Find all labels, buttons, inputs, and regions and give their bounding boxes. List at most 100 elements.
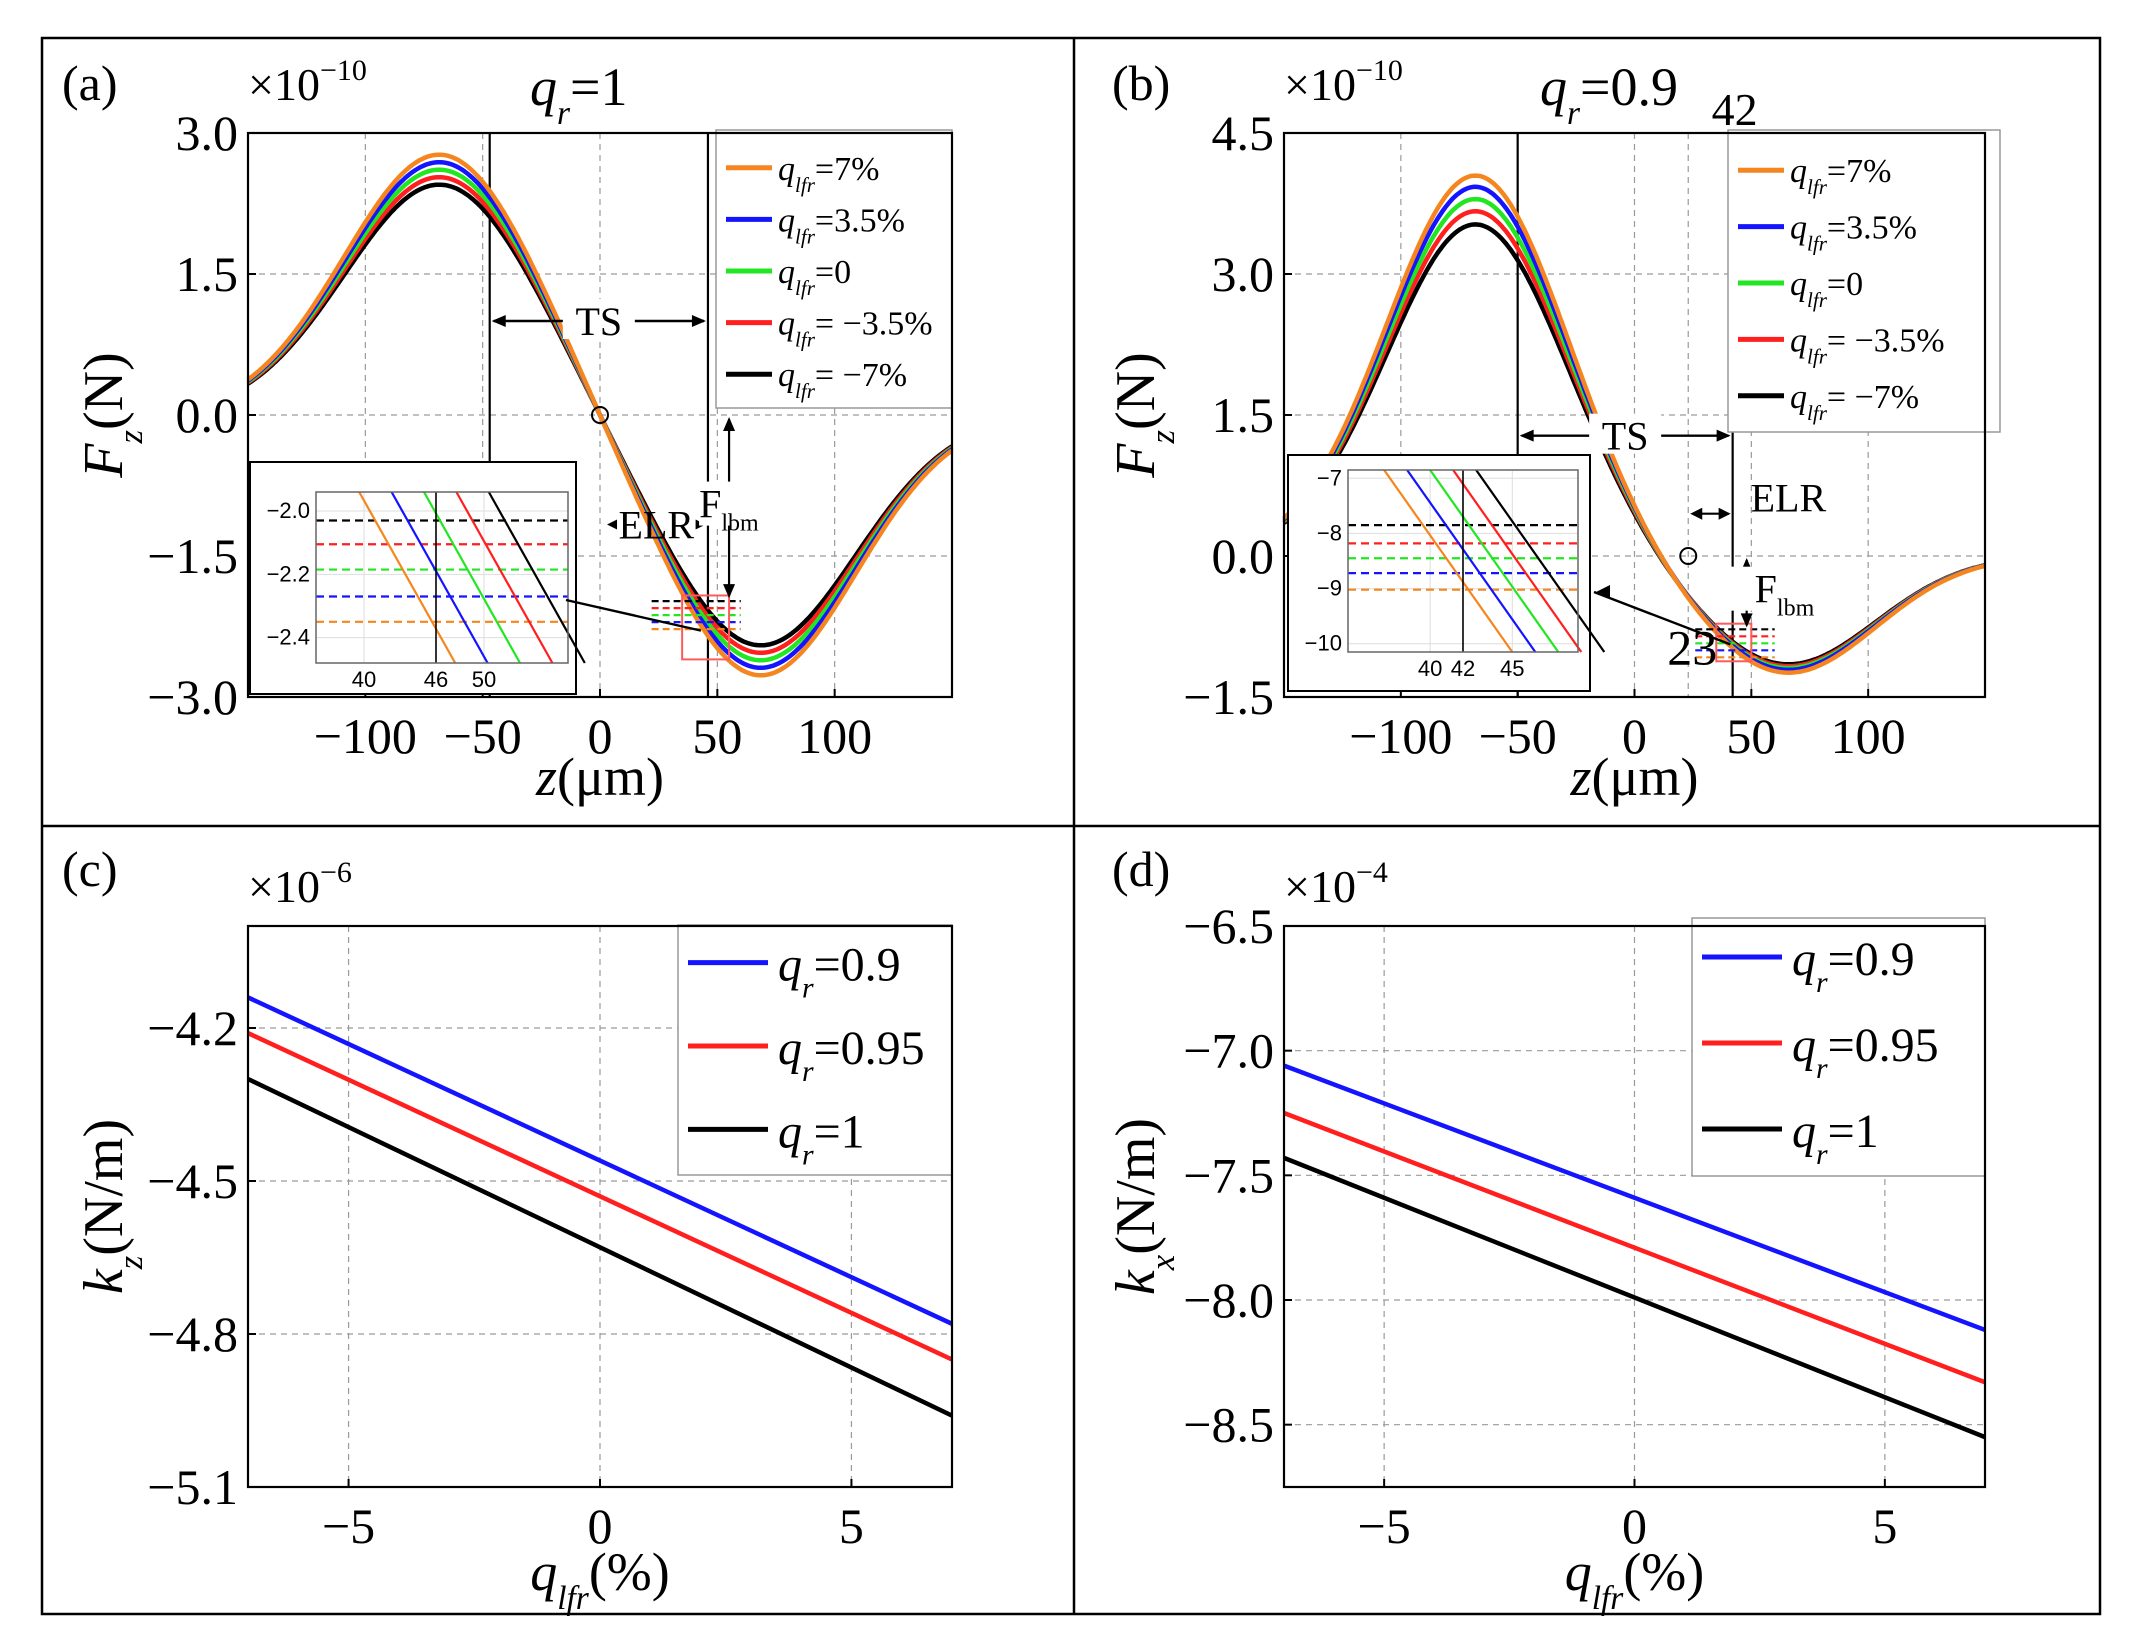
x-tick-label: −5: [322, 1498, 375, 1554]
x-tick-label: −50: [1479, 708, 1557, 764]
y-axis-label: Fz(N): [1105, 352, 1182, 478]
inset-y-tick-label: −9: [1317, 576, 1342, 601]
exponent-label: ×10−6: [248, 856, 352, 912]
plot-frame: [1282, 131, 1987, 699]
y-axis-label: kx(N/m): [1105, 1118, 1182, 1295]
equilibrium-marker: [1679, 547, 1698, 565]
ticks: −100 −50 0 50 100 4.5 3.0 1.5 0.0 −1.5: [1183, 105, 1905, 764]
legend: qlfr=7% qlfr=3.5% qlfr=0 qlfr= −3.5% qlfr= −…: [715, 129, 953, 409]
panel-label: (c): [62, 841, 118, 897]
series-line: [1283, 1155, 1986, 1440]
y-tick-label: 1.5: [1212, 387, 1275, 443]
annotations: TS ELR Flbm: [491, 299, 786, 599]
legend-label: qlfr= −3.5%: [1790, 322, 1945, 368]
y-tick-label: −4.5: [147, 1153, 238, 1209]
x-tick-label: 0: [588, 1498, 613, 1554]
y-tick-label: −3.0: [147, 669, 238, 725]
legend-label: qlfr=0: [1790, 266, 1863, 312]
legend-label: qlfr= −3.5%: [778, 306, 933, 352]
ts-arrowhead-left: [491, 315, 506, 327]
ts-label-bg: [562, 299, 635, 339]
y-tick-label: 3.0: [1212, 246, 1275, 302]
ticks: −100 −50 0 50 100 3.0 1.5 0.0 −1.5 −3.0: [147, 105, 872, 764]
flbm-arrowhead: [723, 417, 736, 431]
series-group: [1283, 1063, 1986, 1440]
legend-label: qlfr=7%: [1790, 153, 1891, 199]
x-tick-label: −100: [1349, 708, 1452, 764]
inset-curve: [390, 491, 489, 664]
x-tick-label: 0: [588, 708, 613, 764]
inset-x-tick-label: 42: [1451, 656, 1475, 681]
legend-label: qr=1: [778, 1105, 865, 1171]
inset-y-tick-label: −2.0: [267, 498, 310, 523]
inset-y-tick-label: −2.2: [267, 561, 310, 586]
inset-y-tick-label: −8: [1317, 520, 1342, 545]
y-tick-label: −8.5: [1183, 1397, 1274, 1453]
x-tick-label: 50: [692, 708, 742, 764]
ts-label-bg: [1589, 413, 1662, 454]
series-group: [247, 995, 953, 1418]
elr-arrowhead: [1690, 507, 1703, 520]
legend-box: [1691, 917, 1986, 1177]
inset-curve: [1383, 469, 1514, 653]
inset-a: 40 46 50 −2.0 −2.2 −2.4: [249, 461, 702, 695]
annotations: TS ELR Flbm 42 23: [1519, 84, 1827, 676]
legend-label: qlfr=0: [778, 254, 851, 300]
legend-label: qr=0.95: [778, 1022, 925, 1088]
x-tick-label: 100: [1831, 708, 1906, 764]
inset-curve: [358, 491, 457, 664]
y-tick-label: −4.8: [147, 1306, 238, 1362]
flbm-arrowhead: [723, 584, 736, 599]
x-tick-label: −5: [1358, 1498, 1411, 1554]
flbm-label-bg: [699, 481, 786, 526]
y-tick-label: −7.0: [1183, 1023, 1274, 1079]
y-axis-label: kz(N/m): [73, 1119, 150, 1294]
chart-c: −5 0 5 −4.2 −4.5 −4.8 −5.1 qr=0.9 qr=0.95 qr=1 (c)…: [62, 841, 954, 1617]
y-tick-label: 1.5: [176, 246, 239, 302]
inset-box: [249, 461, 577, 695]
plot-frame: [246, 131, 954, 699]
series-line: [247, 995, 953, 1326]
chart-title: qr=1: [530, 57, 628, 132]
y-axis-label: Fz(N): [73, 352, 150, 478]
chart-b: −100 −50 0 50 100 4.5 3.0 1.5 0.0 −1.5 TS ELR Flbm 42…: [1105, 54, 2001, 807]
x-axis-label: z(μm): [535, 747, 664, 807]
legend-label: qlfr=7%: [778, 151, 879, 197]
panel-label: (d): [1112, 841, 1170, 897]
chart-title: qr=0.9: [1540, 57, 1678, 132]
panel-borders: [40, 36, 2102, 1616]
legend-label: qr=0.95: [1792, 1019, 1939, 1085]
inset-x-tick-label: 50: [472, 667, 496, 692]
legend-label: qlfr=3.5%: [1790, 210, 1917, 256]
elr-label: ELR: [1751, 476, 1827, 521]
inset-frame: [315, 491, 569, 664]
exponent-label: ×10−10: [1284, 54, 1403, 110]
ticks: −5 0 5 −6.5 −7.0 −7.5 −8.0 −8.5: [1183, 898, 1897, 1554]
y-tick-label: −4.2: [147, 1000, 238, 1056]
inset-curve: [1475, 469, 1606, 653]
x-axis-label: qlfr(%): [530, 1542, 670, 1617]
ts-arrowhead-left: [1519, 429, 1534, 442]
inset-x-tick-label: 40: [352, 667, 376, 692]
plot-frame: [1282, 924, 1987, 1489]
exponent-label: ×10−4: [1284, 856, 1388, 912]
x-tick-label: 0: [1622, 1498, 1647, 1554]
ts-label: TS: [1602, 414, 1649, 459]
flbm-label: Flbm: [699, 482, 759, 537]
x-tick-label: 100: [797, 708, 872, 764]
series-line: [1283, 1110, 1986, 1385]
inset-curve: [1429, 469, 1560, 653]
series-line: [247, 1031, 953, 1362]
panel-label: (a): [62, 55, 118, 111]
ticks: −5 0 5 −4.2 −4.5 −4.8 −5.1: [147, 1000, 864, 1554]
x-axis-label: qlfr(%): [1565, 1542, 1705, 1617]
ts-arrowhead-right: [691, 315, 706, 327]
series-line: [1282, 173, 1986, 675]
inset-curve: [1406, 469, 1537, 653]
inset-curve: [423, 491, 521, 664]
legend-label: qr=0.9: [778, 939, 901, 1005]
legend-label: qlfr= −7%: [778, 357, 907, 403]
x-tick-label: 5: [1872, 1498, 1897, 1554]
